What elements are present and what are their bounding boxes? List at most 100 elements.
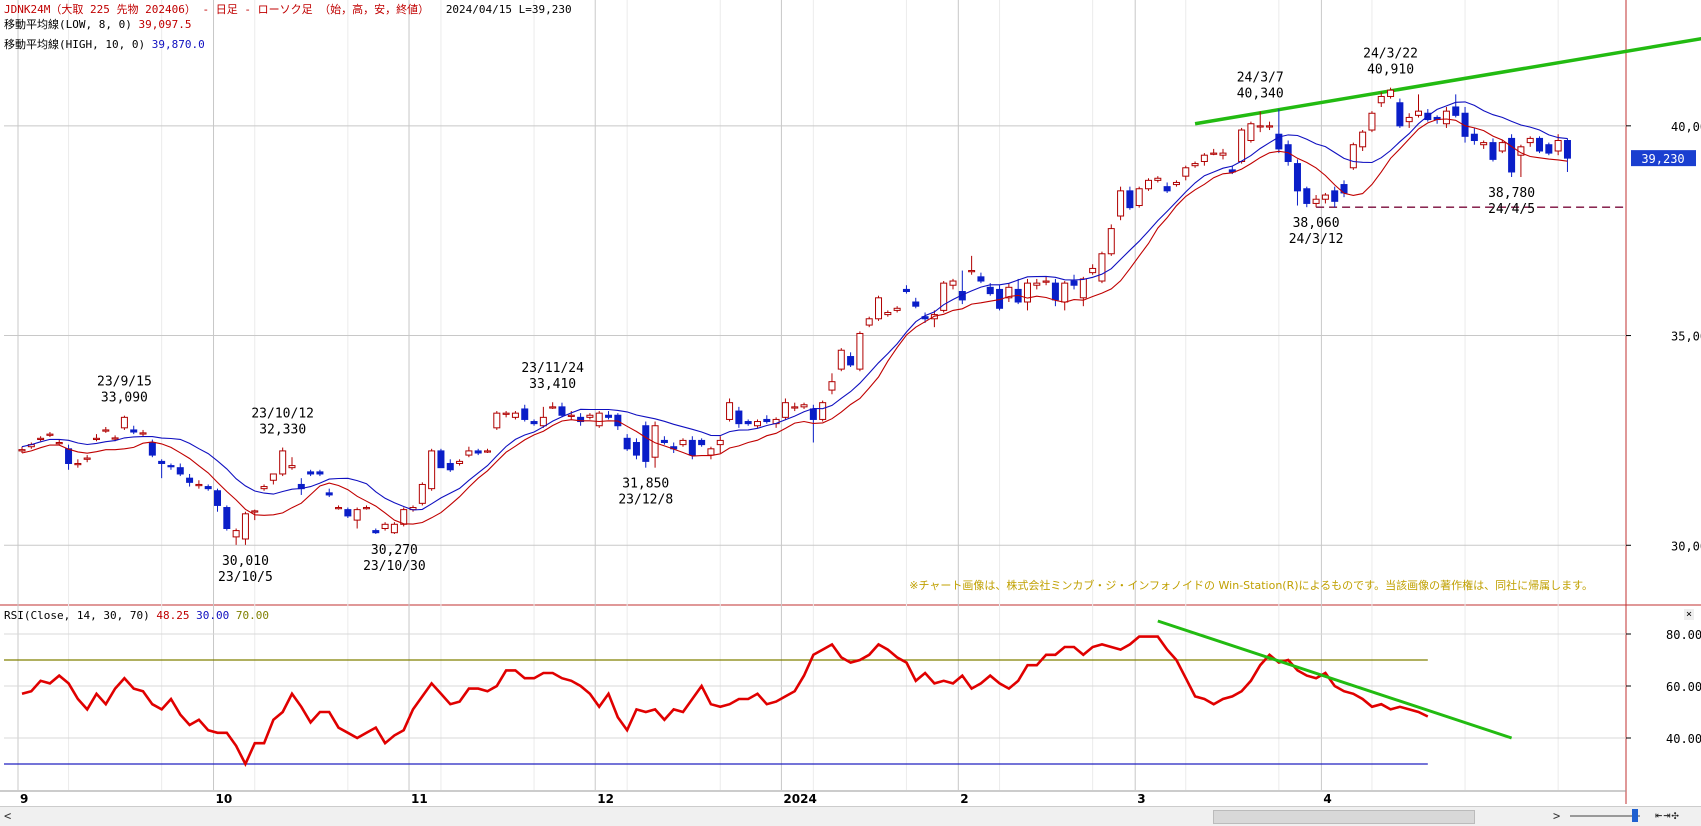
candle-body [1275,133,1283,150]
candle-body [986,286,994,295]
candle-body [949,280,957,286]
candle-body [1070,280,1078,286]
candle-body [1461,112,1469,137]
candle-body [269,473,277,481]
candle-body [847,356,855,366]
candle-body [1163,186,1171,192]
candle-body [1172,181,1180,186]
price-annotation: 24/3/7 [1237,71,1284,86]
candle-body [1536,137,1544,152]
rsi-trendline [1157,619,1513,740]
symbol-title: JDNK24M（大取 225 先物 202406） - 日足 - ローソク足 （… [4,3,430,16]
candle-body [912,301,920,307]
candle-body [362,507,370,510]
candle-body [1089,267,1097,274]
candle-body [1480,142,1488,146]
zoom-fit-icons[interactable]: ⇤⇥✣ [1655,808,1680,822]
candle-body [1182,167,1190,177]
scroll-thumb[interactable] [1213,810,1475,824]
price-annotation: 24/3/22 [1363,47,1418,62]
candle-body [1526,137,1534,144]
candle-body [1293,163,1301,192]
x-tick-label: 10 [216,792,233,806]
candle-body [660,439,668,444]
candle-body [176,467,184,475]
price-annotation: 24/3/12 [1289,232,1344,247]
candle-body [18,449,26,452]
candle-body [1200,154,1208,162]
candle-body [223,507,231,529]
candle-body [502,412,510,415]
candle-body [707,448,715,456]
candle-body [74,462,82,466]
candle-body [1489,142,1497,160]
ma-low-value: 39,097.5 [138,18,192,31]
x-tick-label: 4 [1323,792,1331,806]
candle-body [372,530,380,534]
candle-body [1545,144,1553,154]
candle-body [800,404,808,408]
candle-body [186,477,194,483]
zoom-slider-track[interactable] [1570,815,1640,817]
last-price-badge [1631,150,1696,167]
candle-body [1359,131,1367,148]
candle-body [753,421,761,427]
price-annotation: 23/10/12 [251,407,314,422]
candle-body [958,291,966,301]
candle-body [1312,198,1320,204]
candle-body [632,442,640,456]
candle-body [158,460,166,464]
candle-body [530,421,538,425]
candle-body [1033,282,1041,286]
zoom-slider-knob[interactable] [1632,809,1638,822]
candle-body [474,450,482,454]
price-annotation: 40,340 [1237,87,1284,102]
scroll-right-arrow-icon[interactable]: > [1553,809,1561,823]
candle-body [1405,116,1413,123]
candle-body [558,406,566,416]
candle-body [1005,286,1013,299]
candle-body [446,462,454,471]
copyright-notice: ※チャート画像は、株式会社ミンカブ・ジ・インフォノイドの Win-Station… [909,579,1593,592]
candle-body [1498,142,1506,152]
candle-body [642,425,650,462]
price-annotation: 30,270 [371,543,418,558]
candle-body [241,513,249,540]
candle-body [586,414,594,418]
horizontal-scrollbar[interactable]: < > ⇤⇥✣ [0,806,1701,826]
candle-body [390,523,398,534]
price-annotation: 23/10/5 [218,570,273,585]
scroll-left-arrow-icon[interactable]: < [4,809,12,823]
candle-body [1107,228,1115,255]
candle-body [688,439,696,456]
candle-body [1061,282,1069,303]
candle-body [130,429,138,433]
x-tick-label: 2024 [783,792,816,806]
candle-body [1117,190,1125,217]
candle-body [1266,125,1274,128]
price-annotation: 31,850 [622,477,669,492]
candle-body [1303,188,1311,204]
candle-body [148,442,156,456]
candle-body [968,270,976,273]
candle-body [428,450,436,490]
x-tick-label: 2 [960,792,968,806]
chart-header: JDNK24M（大取 225 先物 202406） - 日足 - ローソク足 （… [4,3,572,16]
rsi-close-button[interactable]: × [1684,609,1694,620]
candle-body [865,318,873,326]
candle-body [381,523,389,529]
x-tick-label: 9 [20,792,28,806]
candle-body [1098,253,1106,282]
candle-body [623,437,631,450]
candle-body [977,276,985,282]
rsi-y-tick-label: 60.00 [1666,680,1701,694]
candle-body [465,450,473,456]
candle-body [1349,144,1357,169]
candle-body [809,408,817,420]
price-annotation: 33,090 [101,391,148,406]
candle-body [139,432,147,435]
candle-body [819,402,827,420]
candle-body [251,510,259,513]
ma-high-value: 39,870.0 [151,38,205,51]
candle-body [1191,163,1199,167]
